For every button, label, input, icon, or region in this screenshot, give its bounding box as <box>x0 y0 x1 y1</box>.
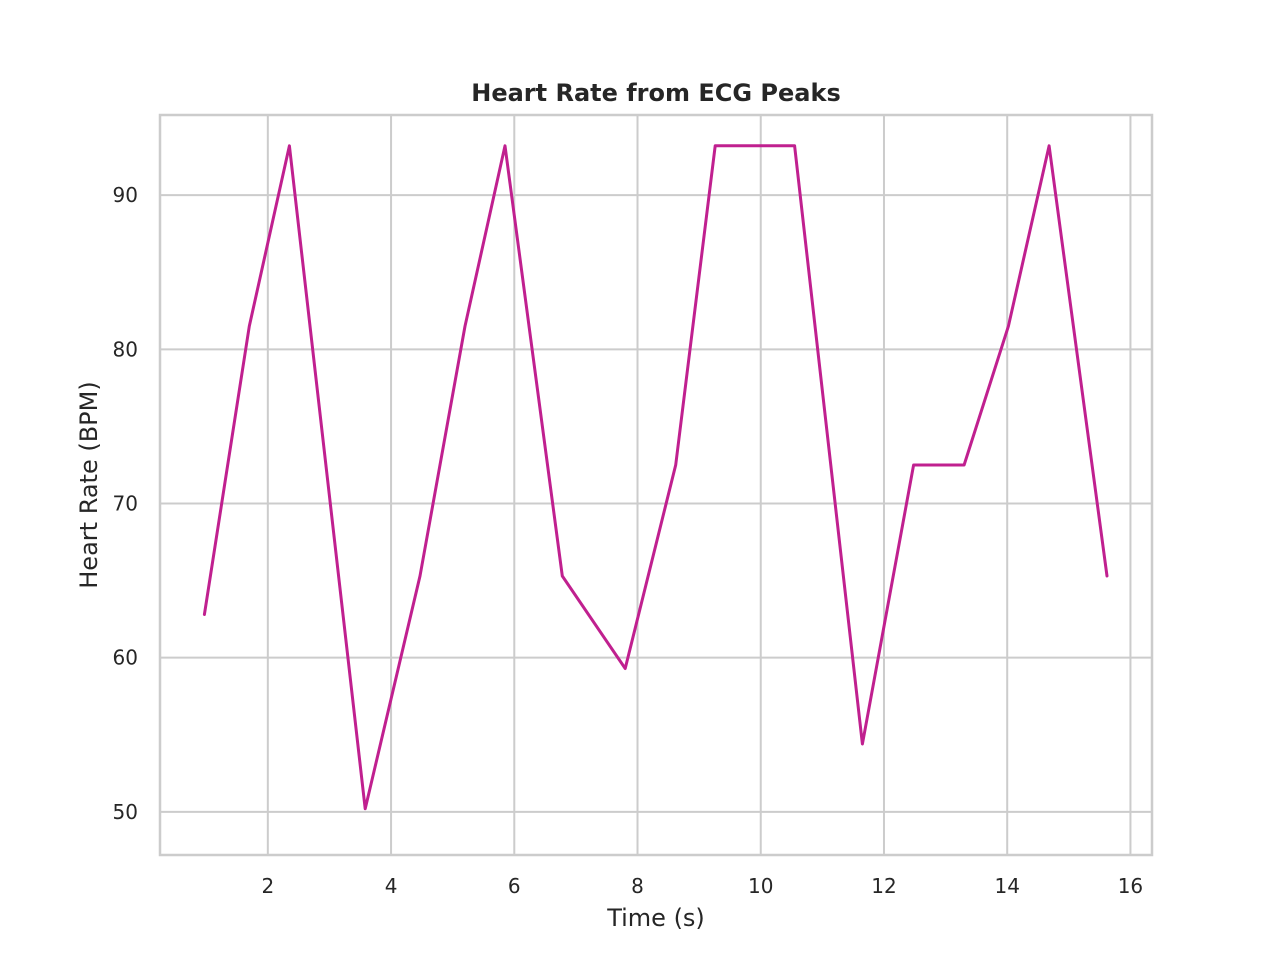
x-tick-label: 12 <box>871 874 896 898</box>
x-tick-label: 14 <box>994 874 1019 898</box>
y-tick-labels: 50 60 70 80 90 <box>113 183 138 824</box>
y-axis-label: Heart Rate (BPM) <box>75 381 103 588</box>
y-tick-label: 60 <box>113 646 138 670</box>
x-tick-label: 2 <box>261 874 274 898</box>
x-tick-label: 10 <box>748 874 773 898</box>
grid-lines <box>160 115 1152 855</box>
x-axis-label: Time (s) <box>606 904 705 932</box>
x-tick-label: 4 <box>385 874 398 898</box>
plot-frame <box>158 113 1154 857</box>
y-tick-label: 90 <box>113 183 138 207</box>
series-layer <box>202 144 1109 811</box>
x-tick-label: 16 <box>1118 874 1143 898</box>
series-line-0 <box>202 144 1109 811</box>
x-tick-labels: 2 4 6 8 10 12 14 16 <box>261 874 1143 898</box>
y-tick-label: 80 <box>113 337 138 361</box>
x-tick-label: 6 <box>508 874 521 898</box>
y-tick-label: 70 <box>113 492 138 516</box>
x-tick-label: 8 <box>631 874 644 898</box>
chart-title: Heart Rate from ECG Peaks <box>471 79 841 107</box>
y-tick-label: 50 <box>113 800 138 824</box>
